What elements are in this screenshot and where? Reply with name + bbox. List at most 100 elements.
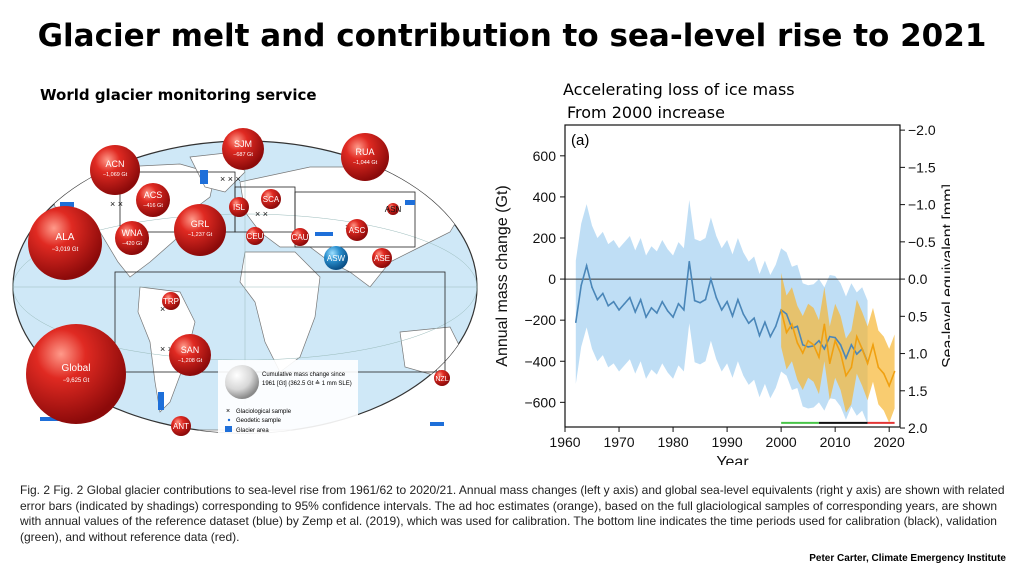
y2-tick-label: −2.0	[908, 122, 936, 138]
data-point	[666, 310, 669, 312]
region-code: TRP	[163, 297, 179, 306]
data-point	[618, 309, 620, 311]
region-value: −416 Gt	[143, 203, 163, 209]
data-point	[785, 313, 788, 315]
data-point	[623, 302, 626, 305]
data-point	[812, 344, 815, 346]
region-code: ASC	[349, 226, 366, 235]
figure-caption: Fig. 2 Fig. 2 Global glacier contributio…	[20, 483, 1005, 544]
region-bubble-cau: CAU	[291, 228, 309, 246]
data-point	[861, 348, 863, 350]
data-point	[796, 325, 799, 328]
region-code: SJM	[234, 139, 252, 149]
data-point	[801, 352, 804, 354]
region-code: SCA	[263, 195, 280, 204]
page-title: Glacier melt and contribution to sea-lev…	[37, 18, 987, 54]
data-point	[688, 260, 691, 263]
map-title: World glacier monitoring service	[40, 86, 317, 104]
region-code: ASN	[385, 205, 402, 214]
y2-tick-label: 0.5	[908, 308, 928, 324]
legend-glaciological-marker: ×	[226, 408, 230, 415]
x-tick-label: 1990	[712, 434, 743, 450]
y2-tick-label: −0.5	[908, 234, 936, 250]
map-legend: Cumulative mass change since 1961 [Gt] (…	[218, 360, 358, 442]
data-point	[882, 372, 885, 375]
region-bubble-sjm: SJM −687 Gt	[222, 128, 264, 170]
region-code: ASE	[374, 254, 390, 263]
data-point	[818, 356, 820, 358]
data-point	[850, 366, 853, 369]
data-point	[731, 315, 734, 317]
region-bubble-trp: TRP	[162, 292, 180, 310]
svg-text:× ×: × ×	[110, 199, 123, 209]
data-point	[758, 334, 761, 337]
data-point	[774, 325, 777, 328]
data-point	[855, 335, 858, 338]
region-bubble-ceu: CEU	[246, 227, 264, 245]
data-point	[877, 366, 880, 369]
data-point	[742, 313, 745, 315]
region-bubble-isl: ISL	[229, 197, 249, 217]
region-bubble-global: Global −9,625 Gt	[26, 324, 126, 424]
region-bubble-wna: WNA −420 Gt	[115, 221, 149, 255]
data-point	[834, 339, 836, 342]
data-point	[710, 278, 712, 280]
data-point	[575, 321, 577, 324]
data-point	[726, 300, 728, 303]
region-bubble-asw: ASW	[324, 246, 348, 270]
data-point	[634, 311, 637, 313]
region-value: −1,208 Gt	[178, 358, 203, 364]
svg-text:×: ×	[160, 304, 165, 314]
data-point	[807, 339, 809, 342]
data-point	[888, 385, 890, 387]
data-point	[596, 298, 599, 301]
data-point	[834, 336, 836, 339]
y-tick-label: −200	[524, 312, 556, 328]
data-point	[785, 331, 788, 334]
y-tick-label: 600	[533, 148, 557, 164]
region-code: SAN	[181, 345, 200, 355]
legend-cumulative-line2: 1961 [Gt] (362.5 Gt ≙ 1 mm SLE)	[262, 380, 352, 387]
data-point	[715, 296, 718, 299]
legend-glaciological: Glaciological sample	[236, 409, 292, 415]
y2-tick-label: 1.0	[908, 346, 928, 362]
data-point	[672, 316, 674, 318]
legend-glacier-area: Glacier area	[236, 428, 269, 434]
region-bubble-sca: SCA	[261, 189, 281, 209]
data-point	[845, 357, 847, 359]
y2-tick-label: 1.5	[908, 383, 928, 399]
svg-text:× ×: × ×	[255, 209, 268, 219]
region-bubble-nzl: NZL	[434, 370, 450, 386]
legend-cumulative-line1: Cumulative mass change since	[262, 372, 346, 378]
region-value: −687 Gt	[233, 152, 253, 158]
y2-tick-label: −1.0	[908, 197, 936, 213]
chart-title-line1: Accelerating loss of ice mass	[563, 80, 795, 99]
series-line-1	[780, 309, 896, 389]
legend-geodetic: Geodetic sample	[236, 418, 282, 424]
y-tick-label: −600	[524, 394, 556, 410]
south-america	[137, 286, 196, 413]
legend-geodetic-marker	[227, 418, 231, 422]
data-point	[747, 322, 750, 325]
panel-label: (a)	[571, 132, 589, 149]
data-point	[855, 353, 858, 355]
y-tick-label: 0	[548, 271, 556, 287]
data-point	[656, 312, 658, 314]
data-point	[645, 316, 647, 318]
data-point	[650, 307, 653, 309]
svg-text:× ×: × ×	[160, 344, 173, 354]
region-code: GRL	[191, 219, 210, 229]
x-tick-label: 1960	[549, 434, 580, 450]
data-point	[591, 286, 593, 289]
region-bubble-ala: ALA −3,019 Gt	[28, 206, 102, 280]
region-code: NZL	[435, 376, 448, 383]
data-point	[585, 264, 588, 267]
data-point	[850, 344, 853, 346]
y-tick-label: 400	[533, 189, 557, 205]
region-bubble-ase: ASE	[372, 248, 392, 268]
data-point	[872, 344, 874, 346]
region-code: ASW	[327, 254, 346, 263]
data-point	[580, 284, 583, 287]
legend-glacier-area-swatch	[225, 426, 232, 432]
data-point	[693, 299, 696, 302]
